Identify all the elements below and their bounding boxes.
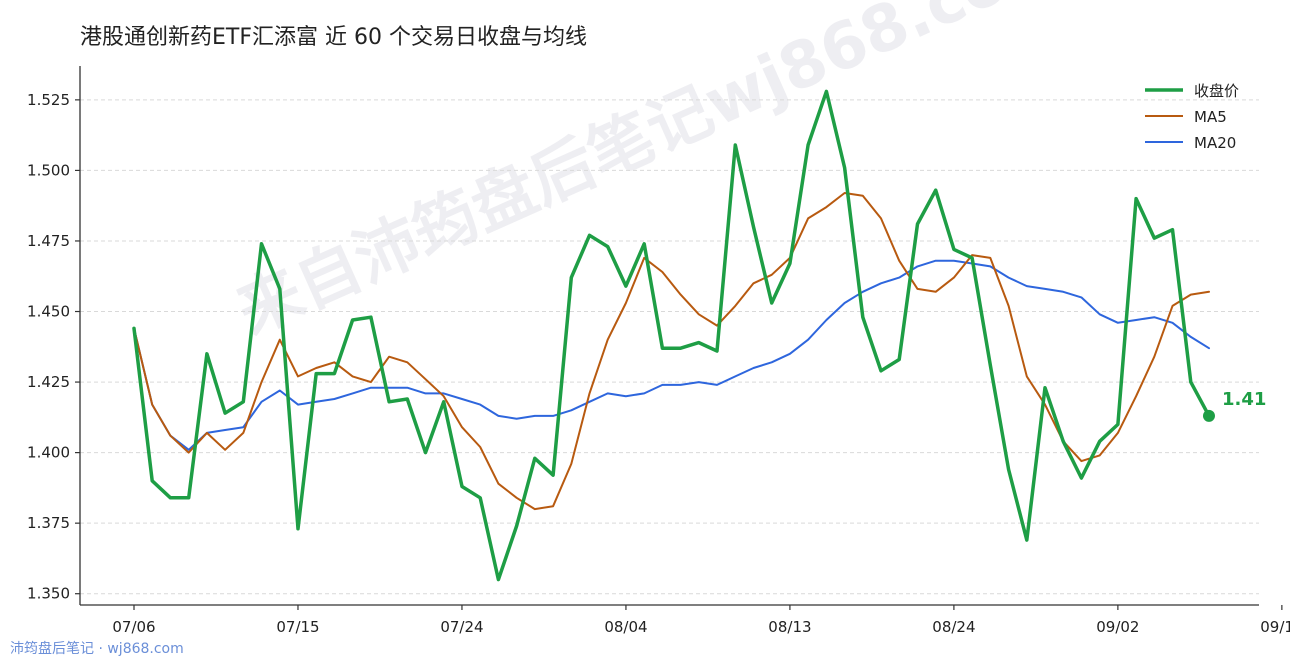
series-line-close xyxy=(132,89,1211,582)
y-tick-label: 1.350 xyxy=(27,585,70,603)
series xyxy=(132,89,1211,582)
x-tick-label: 08/04 xyxy=(604,618,647,636)
y-tick-label: 1.525 xyxy=(27,91,70,109)
source-label: 沛筠盘后笔记 · wj868.com xyxy=(10,640,184,657)
last-value-label: 1.41 xyxy=(1222,389,1266,410)
last-value-dot xyxy=(1202,409,1215,422)
legend-label-close: 收盘价 xyxy=(1194,82,1239,100)
y-tick-label: 1.450 xyxy=(27,303,70,321)
axes xyxy=(79,66,1259,606)
y-tick-label: 1.425 xyxy=(27,373,70,391)
legend: 收盘价 MA5 MA20 xyxy=(1145,82,1239,152)
y-tick-label: 1.375 xyxy=(27,514,70,532)
y-tick-label: 1.400 xyxy=(27,444,70,462)
x-tick-label: 07/06 xyxy=(112,618,155,636)
y-ticks: 1.350 1.375 1.400 1.425 1.450 1.475 1.500 1.525 xyxy=(27,91,80,603)
legend-label-ma20: MA20 xyxy=(1194,134,1236,152)
grid xyxy=(80,99,1259,595)
x-tick-label: 07/24 xyxy=(440,618,483,636)
x-tick-label: 08/24 xyxy=(932,618,975,636)
legend-label-ma5: MA5 xyxy=(1194,108,1227,126)
x-ticks: 07/06 07/15 07/24 08/04 08/13 08/24 09/02 09/11… xyxy=(112,605,1290,636)
series-line-ma5 xyxy=(133,192,1210,511)
x-tick-label: 08/13 xyxy=(768,618,811,636)
last-value-marker: 1.41 xyxy=(1202,389,1266,422)
x-tick-label: 09/02 xyxy=(1096,618,1139,636)
y-tick-label: 1.475 xyxy=(27,232,70,250)
x-tick-label: 09/11 xyxy=(1260,618,1290,636)
y-tick-label: 1.500 xyxy=(27,161,70,179)
chart-title: 港股通创新药ETF汇添富 近 60 个交易日收盘与均线 xyxy=(80,25,587,50)
x-tick-label: 07/15 xyxy=(276,618,319,636)
